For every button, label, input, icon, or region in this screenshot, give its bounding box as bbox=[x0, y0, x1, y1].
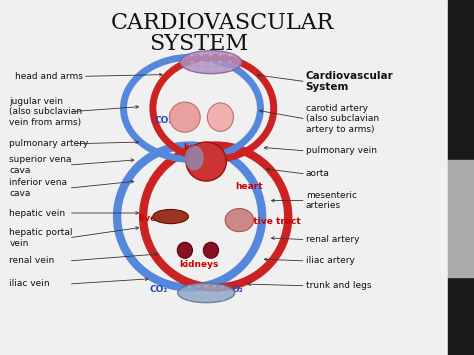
Ellipse shape bbox=[205, 292, 208, 294]
Ellipse shape bbox=[186, 142, 227, 181]
Text: renal vein: renal vein bbox=[9, 256, 55, 266]
Ellipse shape bbox=[228, 68, 232, 71]
Ellipse shape bbox=[190, 68, 194, 71]
Ellipse shape bbox=[190, 54, 194, 56]
Bar bbox=[448, 0, 474, 160]
Ellipse shape bbox=[190, 61, 194, 64]
Ellipse shape bbox=[200, 61, 203, 64]
Bar bbox=[448, 160, 474, 277]
Ellipse shape bbox=[177, 242, 192, 258]
Ellipse shape bbox=[153, 209, 188, 224]
Ellipse shape bbox=[209, 68, 213, 71]
Ellipse shape bbox=[196, 285, 200, 288]
Ellipse shape bbox=[205, 298, 208, 300]
Ellipse shape bbox=[221, 285, 224, 288]
Ellipse shape bbox=[209, 61, 213, 64]
Text: pulmonary vein: pulmonary vein bbox=[306, 146, 377, 155]
Ellipse shape bbox=[205, 285, 208, 288]
Ellipse shape bbox=[225, 208, 254, 231]
Ellipse shape bbox=[228, 61, 232, 64]
Text: CARDIOVASCULAR: CARDIOVASCULAR bbox=[111, 12, 335, 34]
Ellipse shape bbox=[188, 285, 191, 288]
Text: liver: liver bbox=[138, 214, 161, 223]
Ellipse shape bbox=[188, 298, 191, 300]
Text: mesenteric
arteries: mesenteric arteries bbox=[306, 191, 357, 210]
Bar bbox=[448, 277, 474, 355]
Ellipse shape bbox=[185, 146, 204, 170]
Text: renal artery: renal artery bbox=[306, 235, 359, 244]
Ellipse shape bbox=[207, 103, 233, 131]
Text: CO₂: CO₂ bbox=[155, 116, 173, 125]
Text: O₂: O₂ bbox=[231, 285, 243, 294]
Text: superior vena
cava: superior vena cava bbox=[9, 155, 72, 175]
Ellipse shape bbox=[213, 285, 216, 288]
Text: aorta: aorta bbox=[306, 169, 329, 179]
Ellipse shape bbox=[219, 54, 222, 56]
Ellipse shape bbox=[228, 54, 232, 56]
Ellipse shape bbox=[209, 54, 213, 56]
Ellipse shape bbox=[221, 292, 224, 294]
Text: CO₂: CO₂ bbox=[150, 285, 168, 294]
Ellipse shape bbox=[221, 298, 224, 300]
Ellipse shape bbox=[169, 102, 200, 132]
Text: head and arms: head and arms bbox=[15, 72, 83, 81]
Text: iliac vein: iliac vein bbox=[9, 279, 50, 289]
Text: hepatic vein: hepatic vein bbox=[9, 208, 65, 218]
Text: kidneys: kidneys bbox=[179, 260, 219, 269]
Text: digestive tract: digestive tract bbox=[226, 217, 301, 226]
Ellipse shape bbox=[178, 283, 235, 302]
Ellipse shape bbox=[219, 61, 222, 64]
Ellipse shape bbox=[203, 242, 219, 258]
Text: carotid artery
(also subclavian
artery to arms): carotid artery (also subclavian artery t… bbox=[306, 104, 379, 134]
Text: pulmonary artery: pulmonary artery bbox=[9, 139, 89, 148]
Ellipse shape bbox=[213, 292, 216, 294]
Text: inferior vena
cava: inferior vena cava bbox=[9, 179, 67, 198]
Ellipse shape bbox=[219, 68, 222, 71]
Text: heart: heart bbox=[235, 182, 263, 191]
Text: jugular vein
(also subclavian
vein from arms): jugular vein (also subclavian vein from … bbox=[9, 97, 82, 127]
Ellipse shape bbox=[200, 54, 203, 56]
Text: SYSTEM: SYSTEM bbox=[149, 33, 249, 55]
Ellipse shape bbox=[196, 292, 200, 294]
Ellipse shape bbox=[200, 68, 203, 71]
Text: O₂: O₂ bbox=[210, 116, 221, 125]
Text: iliac artery: iliac artery bbox=[306, 256, 355, 266]
Ellipse shape bbox=[213, 298, 216, 300]
Text: lungs: lungs bbox=[183, 143, 210, 152]
Ellipse shape bbox=[180, 50, 242, 74]
Text: Cardiovascular
System: Cardiovascular System bbox=[306, 71, 393, 92]
Text: hepatic portal
vein: hepatic portal vein bbox=[9, 228, 73, 247]
Text: trunk and legs: trunk and legs bbox=[306, 281, 371, 290]
Ellipse shape bbox=[196, 298, 200, 300]
Ellipse shape bbox=[188, 292, 191, 294]
